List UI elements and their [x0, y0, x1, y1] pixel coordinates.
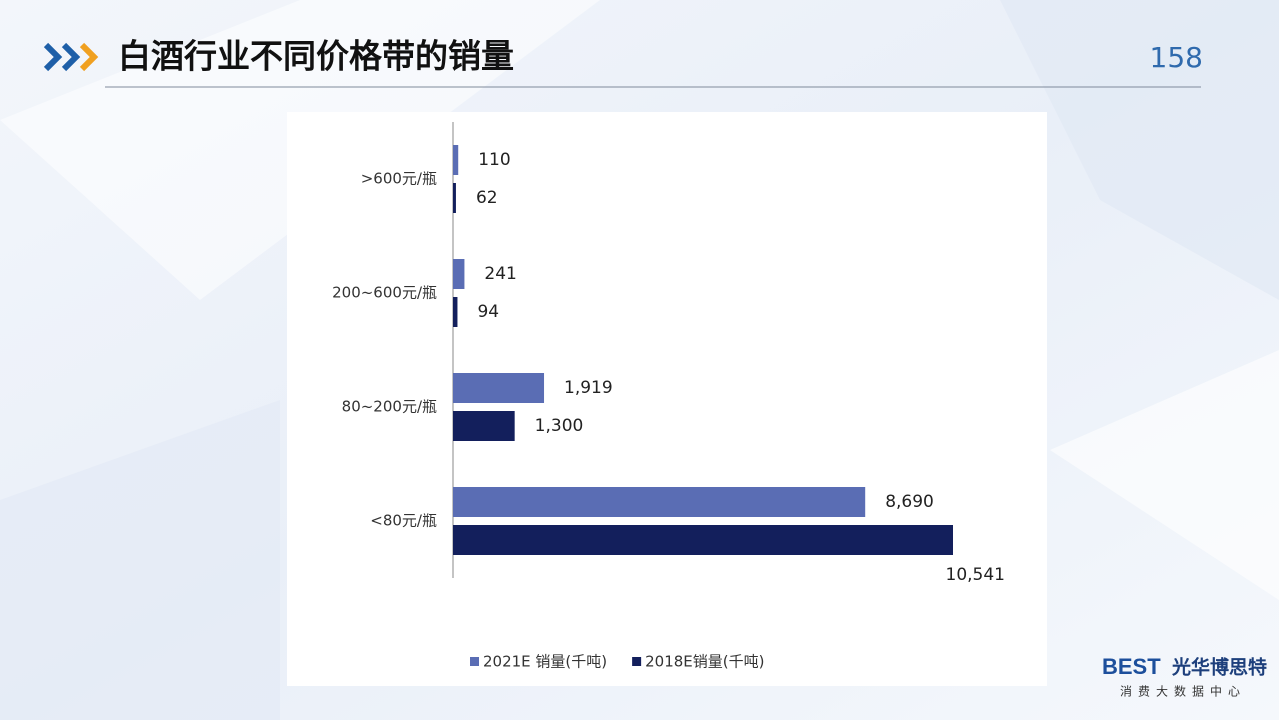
- bg-shape: [1000, 0, 1279, 300]
- bar: [453, 145, 459, 175]
- data-label: 8,690: [885, 492, 934, 512]
- bg-shape: [1050, 350, 1279, 600]
- data-label: 110: [478, 150, 510, 170]
- bar: [453, 259, 465, 289]
- chart-panel: [287, 112, 1047, 686]
- bg-shape: [0, 400, 280, 720]
- bar: [453, 411, 515, 441]
- legend-label: 2018E销量(千吨): [645, 653, 764, 671]
- logo-brand: BEST: [1102, 654, 1161, 679]
- chart: >600元/瓶 110 62 200~600元/瓶 241 94 80~200元/瓶 1,91…: [332, 122, 1005, 671]
- data-label: 1,919: [564, 378, 613, 398]
- y-tick-label: 200~600元/瓶: [332, 284, 437, 302]
- logo-tagline: 消费大数据中心: [1120, 684, 1246, 699]
- legend-swatch: [632, 657, 642, 666]
- slide-title: 白酒行业不同价格带的销量: [118, 37, 514, 76]
- y-tick-label: >600元/瓶: [361, 170, 437, 188]
- logo: BEST 光华博思特 消费大数据中心: [1102, 654, 1267, 699]
- logo-name: 光华博思特: [1171, 656, 1267, 679]
- data-label: 94: [477, 302, 499, 322]
- bar: [453, 297, 458, 327]
- data-label: 1,300: [535, 416, 584, 436]
- bar: [453, 487, 866, 517]
- data-label: 10,541: [946, 565, 1005, 585]
- bar: [453, 373, 545, 403]
- y-tick-label: 80~200元/瓶: [342, 398, 437, 416]
- page-number: 158: [1150, 41, 1203, 74]
- legend-swatch: [470, 657, 479, 666]
- data-label: 62: [476, 188, 498, 208]
- bar: [453, 183, 456, 213]
- bar: [453, 525, 953, 555]
- title-icon: [43, 42, 99, 72]
- y-tick-label: <80元/瓶: [370, 512, 437, 530]
- legend-label: 2021E 销量(千吨): [483, 653, 607, 671]
- data-label: 241: [484, 264, 516, 284]
